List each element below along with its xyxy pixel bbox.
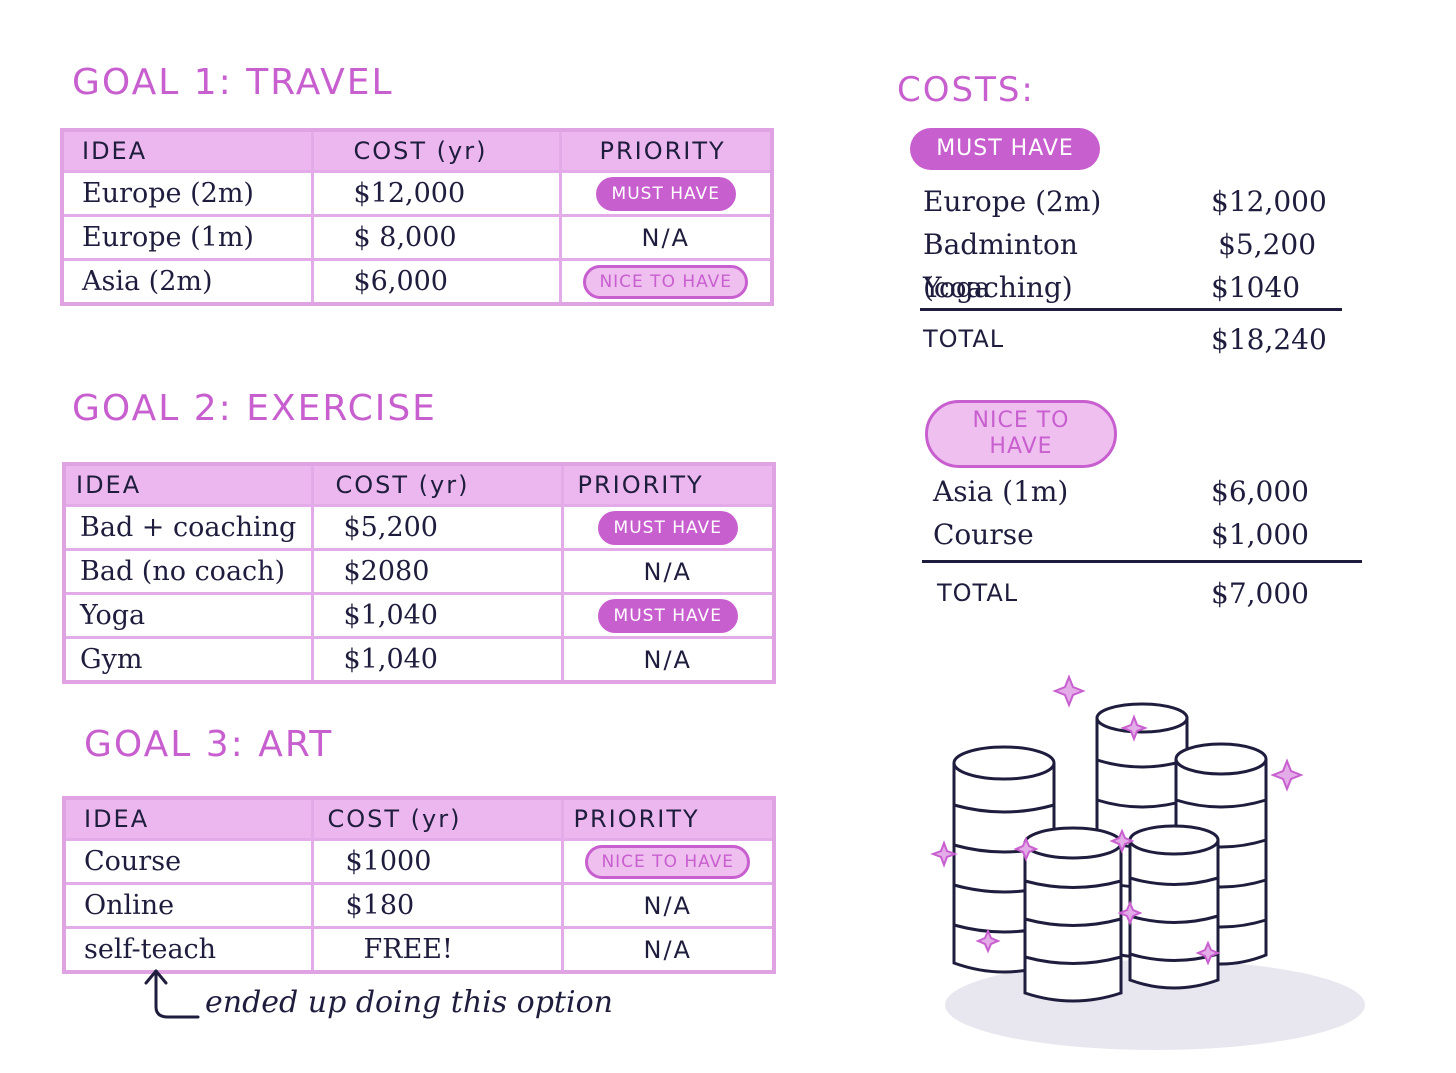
cost-item-name: Asia (1m) — [933, 475, 1069, 508]
column-header-cost: COST (yr) — [310, 128, 562, 173]
cost-cell: $ 8,000 — [310, 214, 562, 261]
total-label: TOTAL — [937, 579, 1019, 607]
priority-cell: N/A — [558, 214, 774, 261]
column-header-priority: PRIORITY — [560, 796, 776, 841]
cost-cell: $12,000 — [310, 170, 562, 217]
cost-cell: $5,200 — [310, 504, 564, 551]
idea-cell: self-teach — [62, 926, 314, 974]
priority-cell: MUST HAVE — [560, 592, 776, 639]
table-row: Bad (no coach) $2080 N/A — [62, 548, 776, 595]
cost-item-amount: $1,000 — [1211, 518, 1309, 551]
table-row: Course $1000 NICE TO HAVE — [62, 838, 776, 885]
table-row: Gym $1,040 N/A — [62, 636, 776, 684]
cost-cell: $1,040 — [310, 636, 564, 684]
cost-item: Asia (1m) $6,000 — [923, 470, 1343, 513]
nice-to-have-badge: NICE TO HAVE — [925, 400, 1117, 468]
cost-item-name: Yoga — [923, 271, 991, 304]
must-have-list: Europe (2m) $12,000 Badminton (coaching)… — [923, 180, 1343, 309]
column-header-cost: COST (yr) — [310, 796, 564, 841]
column-header-idea: IDEA — [62, 796, 314, 841]
priority-cell: MUST HAVE — [558, 170, 774, 217]
cost-item-amount: $1040 — [1211, 271, 1301, 304]
cost-item-name: Course — [933, 518, 1034, 551]
curved-arrow-icon — [144, 969, 200, 1019]
column-header-idea: IDEA — [60, 128, 314, 173]
priority-cell: N/A — [560, 926, 776, 974]
column-header-cost: COST (yr) — [310, 462, 564, 507]
column-header-idea: IDEA — [62, 462, 314, 507]
table-row: Bad + coaching $5,200 MUST HAVE — [62, 504, 776, 551]
total-row: TOTAL $7,000 — [923, 572, 1343, 615]
cost-item-amount: $5,200 — [1218, 228, 1317, 261]
cost-item: Badminton (coaching) $5,200 — [923, 223, 1343, 304]
must-have-badge: MUST HAVE — [597, 510, 738, 545]
priority-cell: N/A — [560, 548, 776, 595]
total-divider — [922, 560, 1362, 563]
nice-to-have-badge: NICE TO HAVE — [583, 264, 749, 299]
goal-2-table: IDEA COST (yr) PRIORITY Bad + coaching $… — [62, 462, 776, 684]
goal-1-table: IDEA COST (yr) PRIORITY Europe (2m) $12,… — [60, 128, 774, 306]
table-header-row: IDEA COST (yr) PRIORITY — [62, 796, 776, 841]
column-header-priority: PRIORITY — [560, 462, 776, 507]
priority-cell: N/A — [560, 636, 776, 684]
total-label: TOTAL — [923, 325, 1005, 353]
table-header-row: IDEA COST (yr) PRIORITY — [62, 462, 776, 507]
cost-cell: $6,000 — [310, 258, 562, 306]
idea-cell: Yoga — [62, 592, 314, 639]
cost-item-name: Badminton (coaching) — [923, 228, 1078, 304]
total-amount: $7,000 — [1211, 577, 1309, 610]
goal-3-table: IDEA COST (yr) PRIORITY Course $1000 NIC… — [62, 796, 776, 974]
priority-cell: MUST HAVE — [560, 504, 776, 551]
must-have-total: TOTAL $18,240 — [923, 318, 1343, 361]
priority-cell: N/A — [560, 882, 776, 929]
costs-title: COSTS: — [897, 70, 1035, 110]
table-header-row: IDEA COST (yr) PRIORITY — [60, 128, 774, 173]
cost-cell: FREE! — [310, 926, 564, 974]
cost-item-amount: $6,000 — [1211, 475, 1309, 508]
must-have-badge: MUST HAVE — [597, 598, 738, 633]
cost-cell: $1,040 — [310, 592, 564, 639]
coin-stacks-icon — [930, 674, 1365, 1050]
nice-to-have-total: TOTAL $7,000 — [923, 572, 1343, 615]
table-row: Online $180 N/A — [62, 882, 776, 929]
column-header-priority: PRIORITY — [558, 128, 774, 173]
must-have-badge: MUST HAVE — [595, 176, 736, 211]
table-row: Europe (2m) $12,000 MUST HAVE — [60, 170, 774, 217]
goal-1-title: GOAL 1: TRAVEL — [72, 62, 394, 103]
priority-cell: NICE TO HAVE — [560, 838, 776, 885]
annotation-note: ended up doing this option — [205, 985, 613, 1020]
cost-cell: $1000 — [310, 838, 564, 885]
table-row: Europe (1m) $ 8,000 N/A — [60, 214, 774, 261]
cost-item: Course $1,000 — [923, 513, 1343, 556]
cost-cell: $180 — [310, 882, 564, 929]
idea-cell: Gym — [62, 636, 314, 684]
idea-cell: Europe (1m) — [60, 214, 314, 261]
priority-cell: NICE TO HAVE — [558, 258, 774, 306]
cost-cell: $2080 — [310, 548, 564, 595]
goal-2-title: GOAL 2: EXERCISE — [72, 388, 437, 429]
idea-cell: Online — [62, 882, 314, 929]
idea-cell: Asia (2m) — [60, 258, 314, 306]
must-have-badge: MUST HAVE — [910, 128, 1100, 170]
table-row: self-teach FREE! N/A — [62, 926, 776, 974]
idea-cell: Bad + coaching — [62, 504, 314, 551]
table-row: Asia (2m) $6,000 NICE TO HAVE — [60, 258, 774, 306]
total-row: TOTAL $18,240 — [923, 318, 1343, 361]
table-row: Yoga $1,040 MUST HAVE — [62, 592, 776, 639]
nice-to-have-badge: NICE TO HAVE — [585, 844, 751, 879]
cost-item: Yoga $1040 — [923, 266, 1343, 309]
total-divider — [920, 308, 1342, 311]
cost-item: Europe (2m) $12,000 — [923, 180, 1343, 223]
nice-to-have-list: Asia (1m) $6,000 Course $1,000 — [923, 470, 1343, 556]
cost-item-name: Europe (2m) — [923, 185, 1102, 218]
idea-cell: Bad (no coach) — [62, 548, 314, 595]
idea-cell: Course — [62, 838, 314, 885]
goal-3-title: GOAL 3: ART — [84, 724, 334, 765]
total-amount: $18,240 — [1211, 323, 1327, 356]
cost-item-amount: $12,000 — [1211, 185, 1327, 218]
idea-cell: Europe (2m) — [60, 170, 314, 217]
